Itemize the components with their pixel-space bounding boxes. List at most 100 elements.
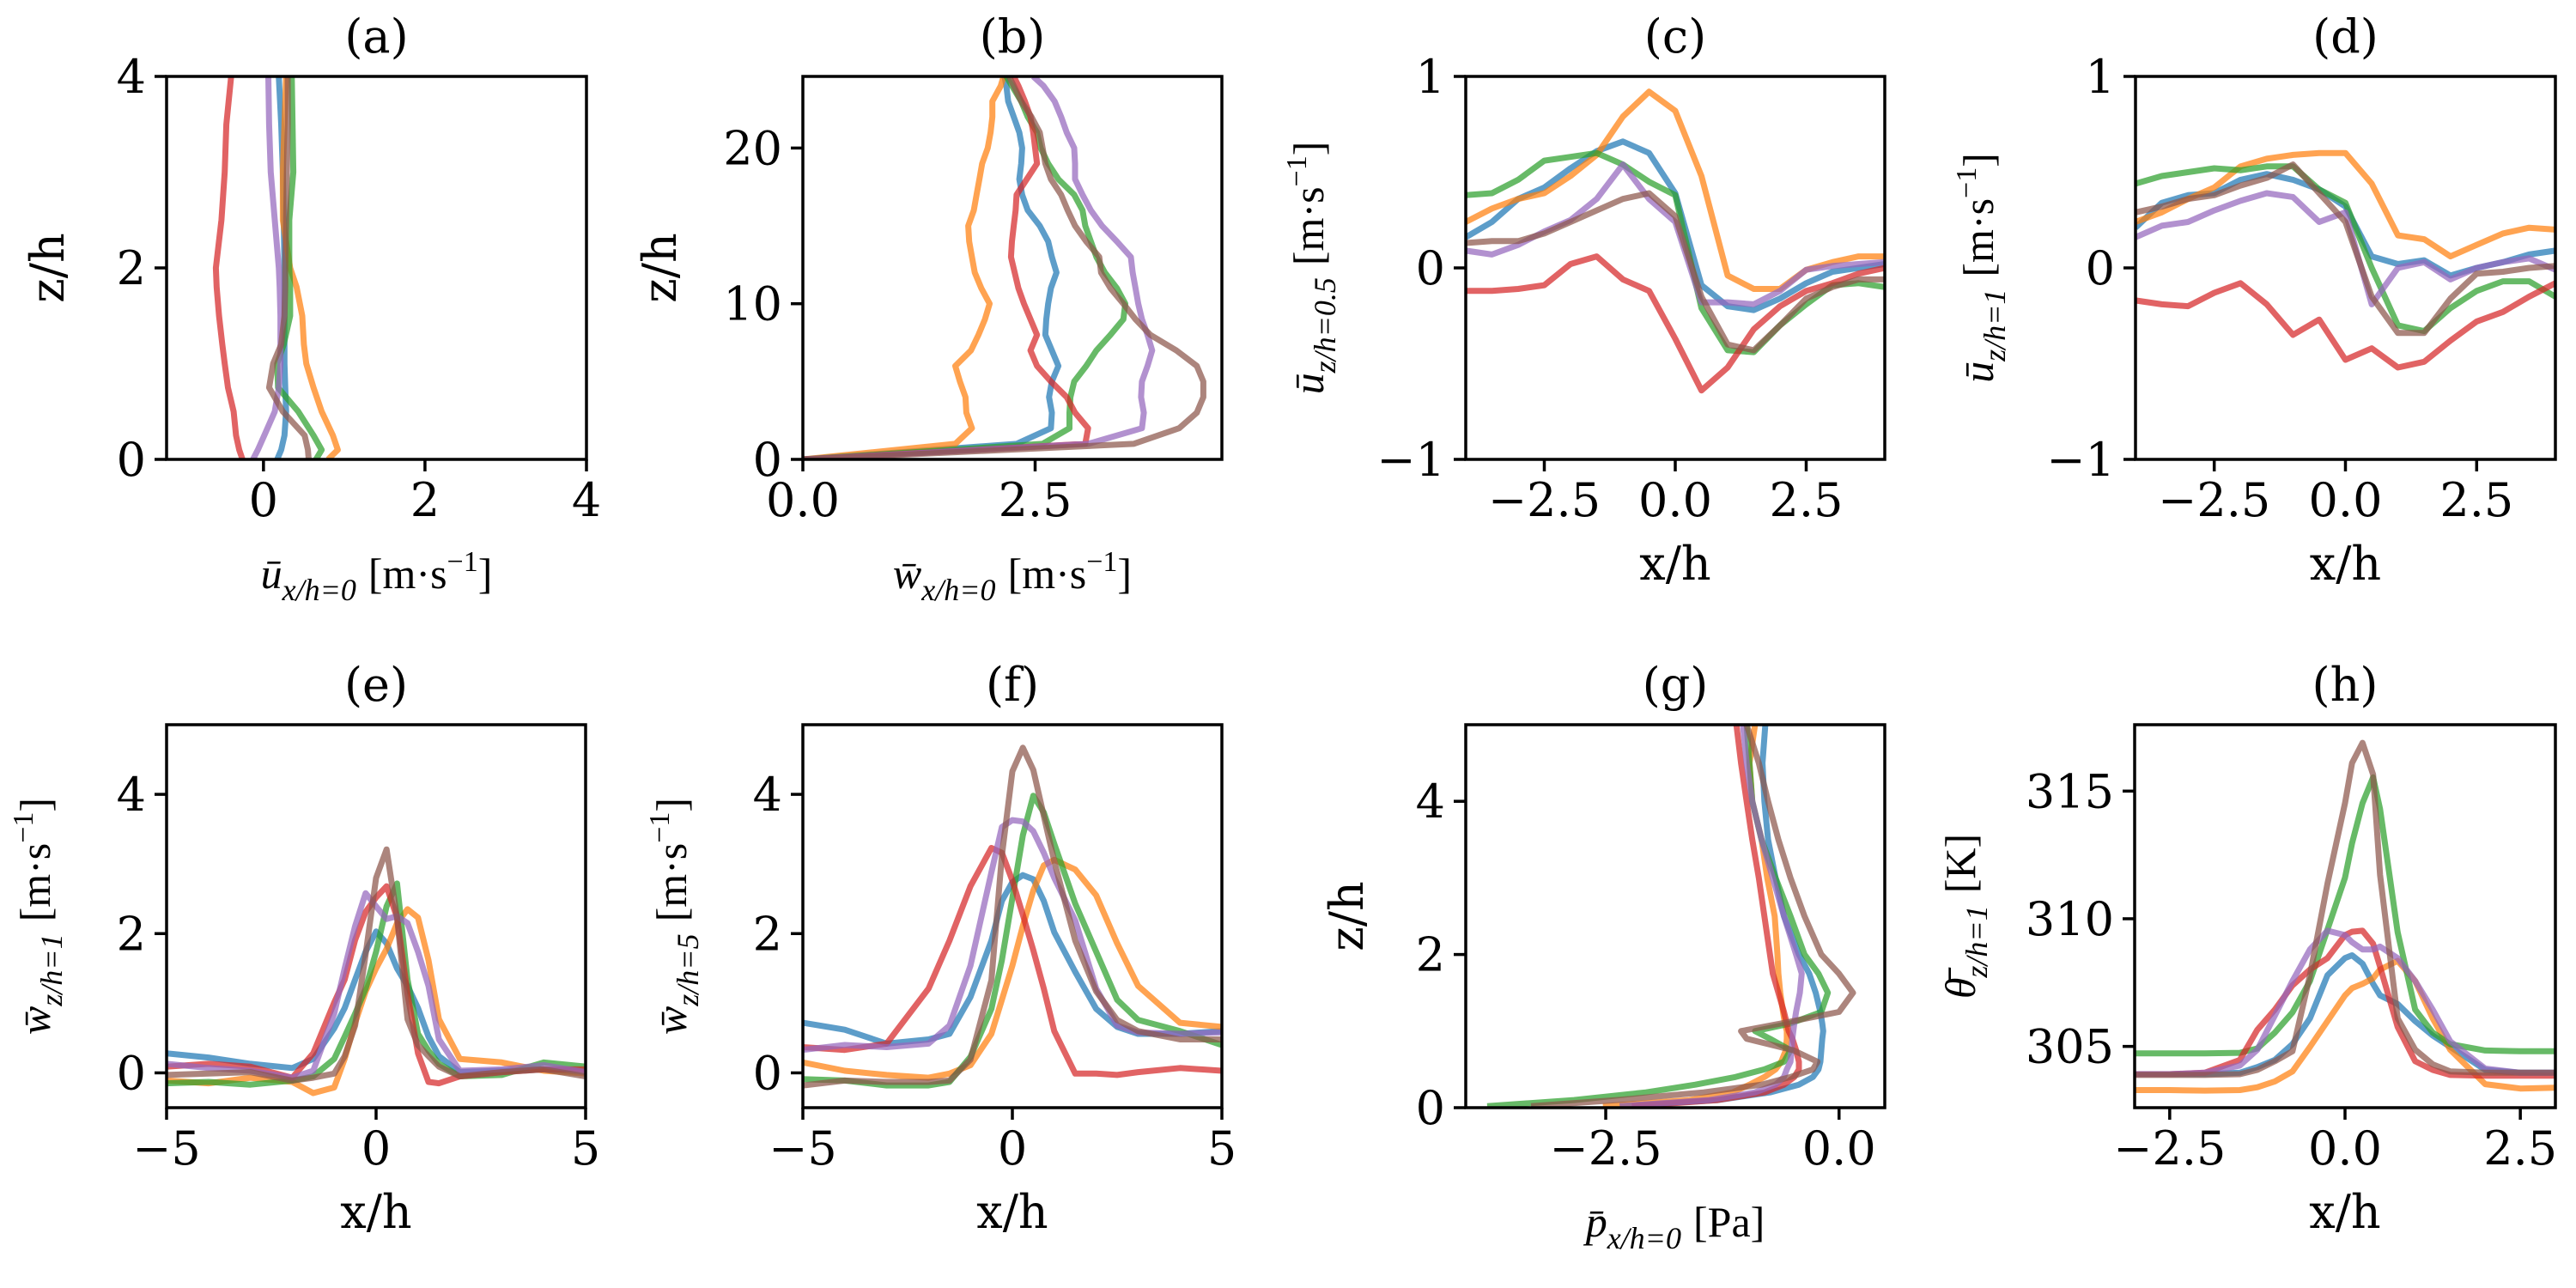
x-tick-label: 2.5 (1770, 473, 1844, 527)
series-group (1466, 88, 1885, 394)
series-line-red (2136, 280, 2555, 371)
panel-title: (h) (2312, 658, 2379, 712)
axis-label-close-bracket: ] (478, 550, 493, 598)
axis-label-subscript: z/h=1 (1959, 905, 1994, 978)
axis-label-superscript: −1 (1281, 155, 1313, 186)
y-tick-label: 305 (2026, 1020, 2114, 1074)
series-group (2135, 739, 2555, 1094)
x-tick-label: 5 (571, 1121, 600, 1176)
axis-label-superscript: −1 (1086, 546, 1117, 578)
series-line-orange (803, 856, 1222, 1081)
axis-label-unit: [m·s (647, 843, 696, 922)
y-tick-label: 2 (1416, 928, 1445, 982)
x-tick-label: 5 (1207, 1121, 1236, 1176)
y-axis-label: w̄z/h=1 [m·s−1] (8, 798, 69, 1035)
panel-title: (g) (1643, 658, 1709, 712)
series-line-brown (803, 744, 1222, 1089)
panel-title: (e) (344, 658, 408, 712)
axis-label-symbol: w̄ (11, 1006, 59, 1035)
y-tick-label: 2 (117, 907, 146, 961)
axis-label-close-bracket: ] (1751, 1198, 1765, 1246)
x-tick-label: 0.0 (2309, 473, 2383, 527)
series-line-brown (2135, 739, 2555, 1078)
x-tick-label: −2.5 (1488, 473, 1601, 527)
axis-label-unit: [m·s (1285, 186, 1333, 265)
x-axis-label: ūx/h=0 [m·s−1] (261, 546, 493, 607)
y-tick-label: 4 (753, 768, 782, 822)
axis-label-unit: [K (1936, 848, 1984, 894)
axis-label-symbol: ū (261, 550, 283, 598)
x-tick-label: 0.0 (1638, 473, 1712, 527)
x-tick-label: 4 (572, 473, 601, 527)
series-group (2136, 149, 2555, 371)
series-line-red (1466, 253, 1885, 394)
y-tick-label: 2 (117, 241, 146, 295)
y-tick-label: −1 (1376, 433, 1445, 487)
series-line-blue (803, 76, 1062, 459)
y-tick-label: 0 (2086, 241, 2115, 295)
axis-label-close-bracket: ] (11, 798, 59, 812)
series-line-brown (2136, 161, 2555, 337)
axis-label-superscript: −1 (644, 812, 676, 843)
series-group (803, 76, 1206, 459)
series-line-brown (265, 76, 312, 459)
axis-label-unit: [m·s (1008, 550, 1087, 598)
series-line-brown (167, 846, 586, 1084)
axis-label-close-bracket: ] (1117, 550, 1132, 598)
y-tick-label: −1 (2046, 433, 2115, 487)
x-tick-label: 0.0 (2308, 1121, 2382, 1176)
y-axis-label: z/h (21, 233, 75, 302)
x-axis-label: x/h (1639, 537, 1710, 591)
x-tick-label: −2.5 (2158, 473, 2270, 527)
panel-title: (a) (344, 9, 408, 64)
series-line-red (803, 76, 1091, 459)
axes-frame (1464, 723, 1886, 1109)
y-tick-label: 310 (2026, 892, 2114, 946)
x-tick-label: 2.5 (2483, 1121, 2557, 1176)
y-tick-label: 2 (753, 907, 782, 961)
x-axis-label: x/h (340, 1185, 411, 1239)
x-tick-label: 2.5 (999, 473, 1072, 527)
axis-label-subscript: z/h=5 (671, 933, 705, 1006)
axis-label-close-bracket: ] (647, 798, 696, 812)
series-group (1486, 725, 1856, 1108)
series-group (212, 76, 341, 459)
y-tick-label: 315 (2026, 764, 2114, 818)
x-tick-label: 0.0 (766, 473, 840, 527)
series-line-green (803, 793, 1222, 1089)
axis-label-symbol: w̄ (893, 550, 921, 598)
axis-label-unit: [Pa (1693, 1198, 1751, 1246)
panel-c: −2.5 0.0 2.5−101(c)x/hūz/h=0.5[m·s−1] (1281, 9, 1886, 591)
panel-f: −5 0 5 0 2 4 (f) x/h w̄z/h=5 [m·s−1] (644, 658, 1236, 1239)
axis-label-subscript: z/h=1 (1978, 289, 2012, 362)
series-line-green (2136, 163, 2555, 335)
axis-label-close-bracket: ] (1285, 142, 1333, 156)
series-line-purple (803, 817, 1222, 1054)
axis-label-symbol: p̄ (1583, 1198, 1607, 1246)
axis-label-subscript: x/h=0 (1607, 1221, 1681, 1255)
x-tick-label: −5 (132, 1121, 201, 1176)
x-axis-label: x/h (976, 1185, 1048, 1239)
x-tick-label: 2 (410, 473, 440, 527)
series-line-red (803, 845, 1222, 1078)
axis-label-superscript: −1 (8, 812, 39, 843)
axis-label-subscript: x/h=0 (920, 573, 995, 607)
axis-label-unit: [m·s (1954, 198, 2002, 277)
series-line-purple (167, 890, 586, 1081)
y-tick-label: 0 (117, 1046, 146, 1100)
x-tick-label: −2.5 (1549, 1121, 1662, 1176)
y-axis-label: z/h (1320, 881, 1374, 951)
axis-label-subscript: z/h=0.5 (1308, 277, 1342, 374)
x-tick-label: 0 (361, 1121, 391, 1176)
series-line-purple (2135, 927, 2555, 1078)
y-tick-label: 0 (1416, 241, 1445, 295)
axis-label-symbol: w̄ (647, 1006, 696, 1035)
series-line-orange (279, 76, 341, 459)
y-tick-label: 4 (117, 768, 146, 822)
y-tick-label: 4 (1416, 775, 1445, 829)
series-line-brown (803, 76, 1206, 459)
axis-label-superscript: −1 (1951, 167, 1983, 198)
